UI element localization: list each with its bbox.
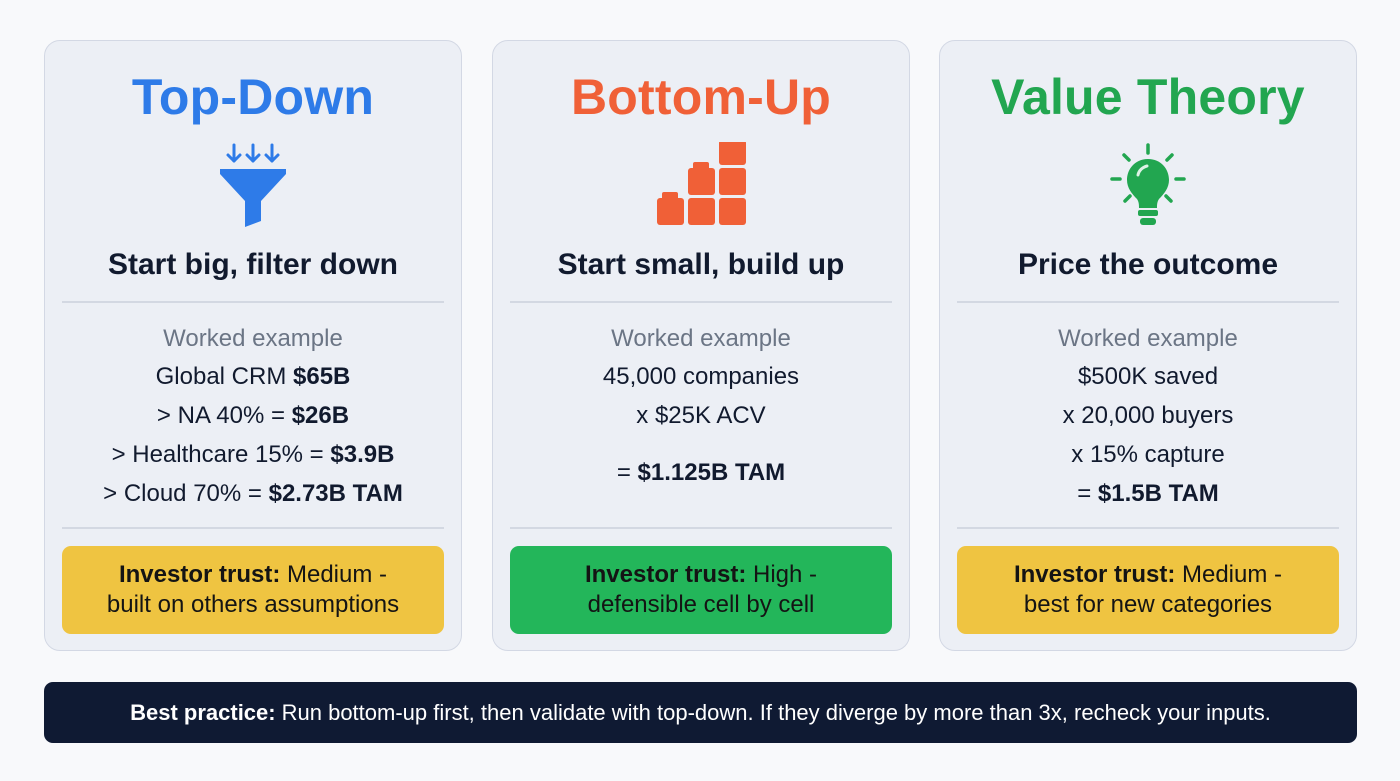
best-practice-banner: Best practice: Run bottom-up first, then…	[44, 682, 1357, 743]
example-line-total: = $1.125B TAM	[616, 459, 786, 486]
card-value-theory: Value Theory Price the outcome Worked ex…	[939, 40, 1357, 651]
example-line: x $25K ACV	[636, 402, 766, 429]
card-subtitle: Start big, filter down	[108, 248, 398, 281]
card-title: Value Theory	[991, 69, 1305, 125]
card-top-down: Top-Down Start big, filter down Worked e…	[44, 40, 462, 651]
example-line: $500K saved	[1077, 363, 1219, 390]
worked-example-label: Worked example	[611, 325, 791, 352]
building-blocks-icon	[493, 139, 909, 231]
example-line: > Healthcare 15% = $3.9B	[111, 441, 395, 468]
divider	[510, 527, 892, 529]
example-line: > Cloud 70% = $2.73B TAM	[103, 480, 403, 507]
worked-example-label: Worked example	[163, 325, 343, 352]
investor-trust-badge: Investor trust: Medium - best for new ca…	[957, 546, 1339, 634]
example-line-total: = $1.5B TAM	[1077, 480, 1219, 507]
investor-trust-badge: Investor trust: High - defensible cell b…	[510, 546, 892, 634]
example-line: x 15% capture	[1071, 441, 1225, 468]
funnel-icon	[45, 139, 461, 231]
investor-trust-badge: Investor trust: Medium - built on others…	[62, 546, 444, 634]
card-subtitle: Start small, build up	[557, 248, 845, 281]
card-title: Bottom-Up	[570, 69, 832, 125]
divider	[62, 301, 444, 303]
worked-example: Global CRM $65B > NA 40% = $26B > Health…	[45, 357, 461, 513]
divider	[957, 301, 1339, 303]
example-line: > NA 40% = $26B	[156, 402, 350, 429]
banner-text: Run bottom-up first, then validate with …	[281, 699, 1271, 725]
worked-example-label: Worked example	[1058, 325, 1238, 352]
divider	[510, 301, 892, 303]
example-line: 45,000 companies	[602, 363, 800, 390]
worked-example: 45,000 companies x $25K ACV = $1.125B TA…	[493, 357, 909, 492]
card-title: Top-Down	[131, 69, 375, 125]
card-subtitle: Price the outcome	[1017, 248, 1279, 281]
divider	[957, 527, 1339, 529]
banner-label: Best practice:	[130, 699, 276, 725]
lightbulb-icon	[940, 139, 1356, 231]
divider	[62, 527, 444, 529]
card-bottom-up: Bottom-Up Start small, build up Worked e…	[492, 40, 910, 651]
example-line: x 20,000 buyers	[1062, 402, 1234, 429]
example-line: Global CRM $65B	[155, 363, 351, 390]
worked-example: $500K saved x 20,000 buyers x 15% captur…	[940, 357, 1356, 513]
